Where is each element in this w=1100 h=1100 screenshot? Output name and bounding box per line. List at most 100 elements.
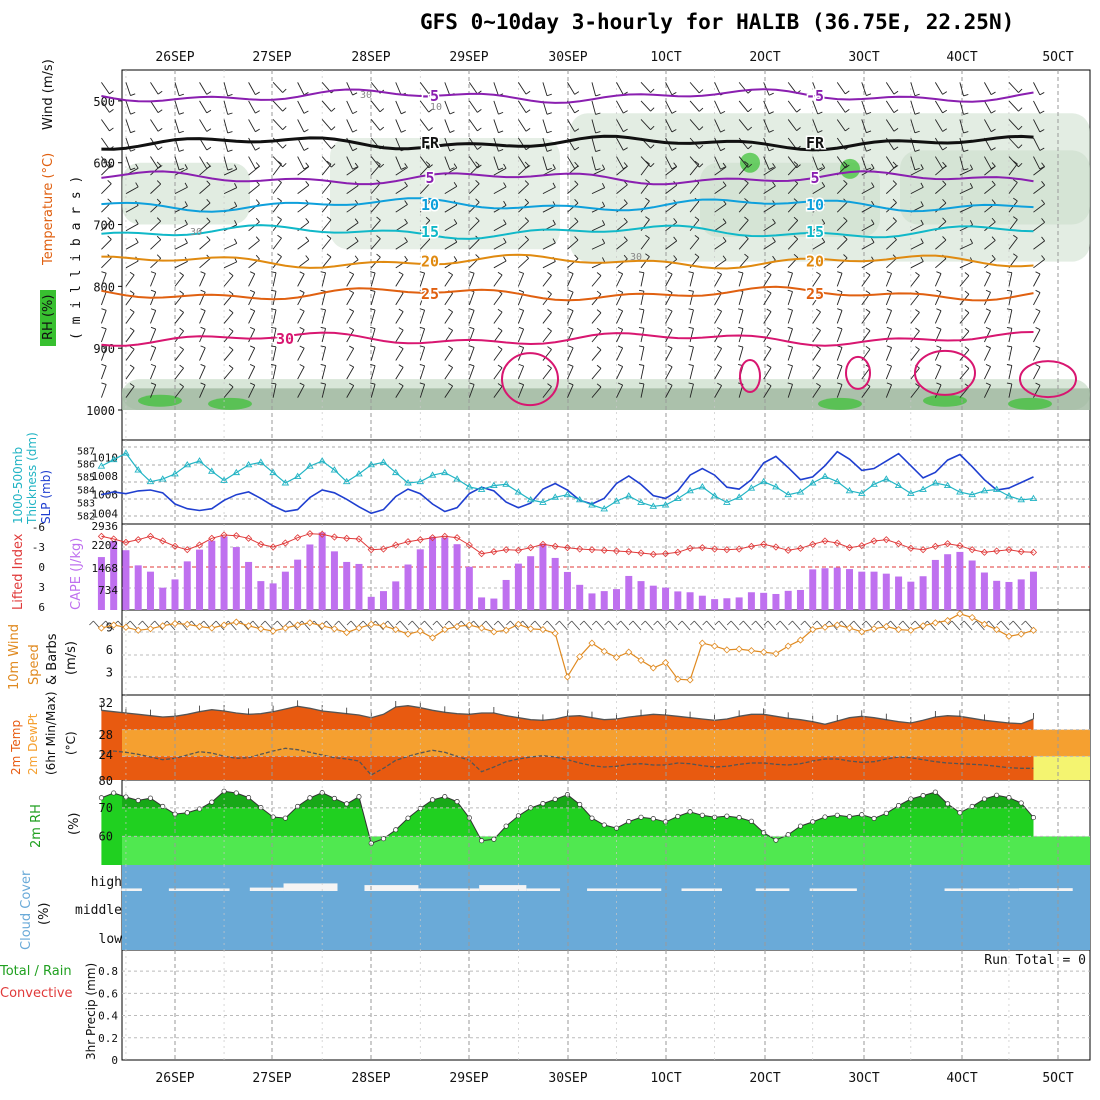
wind-barb-flag [866, 130, 872, 134]
wind-barb-flag [837, 289, 843, 293]
wind-barb-flag [448, 345, 453, 350]
surface-wind-flag [653, 620, 658, 626]
wind-barb [346, 329, 355, 343]
wind-barb [100, 384, 107, 398]
thickness-line [101, 452, 1034, 510]
wind-barb-flag [772, 255, 776, 261]
wind-barb-flag [228, 364, 234, 369]
wind-barb [714, 100, 721, 114]
wind-barb [738, 164, 749, 176]
wind-barb-flag [667, 364, 673, 368]
wind-barb-flag [920, 182, 924, 188]
cape-tick: 2936 [92, 520, 119, 533]
cape-bar [404, 564, 412, 610]
wind-barb-flag [401, 111, 406, 115]
surface-wind-flag [959, 620, 965, 626]
surface-wind-barb [706, 620, 715, 631]
wind-barb [125, 205, 139, 213]
wind-barb-flag [419, 363, 425, 367]
wind-barb-flag [326, 253, 332, 258]
surface-wind-flag [211, 620, 217, 626]
wind-barb-flag [772, 218, 776, 224]
wind-barb-flag [249, 289, 255, 293]
rh-marker [871, 815, 877, 821]
thickness-marker [514, 488, 523, 495]
wind-barb [640, 346, 645, 361]
thick-ylabel-group: 1000-500mb [11, 447, 25, 524]
wind-barb-flag [305, 181, 310, 186]
wind-barb-flag [546, 112, 552, 115]
cape-bar [1017, 579, 1025, 610]
wind-barb [125, 274, 135, 287]
wind-barb-flag [990, 128, 996, 133]
wind-barb [542, 156, 548, 171]
wind-barb [616, 384, 624, 398]
isotherm-label: 25 [421, 285, 439, 303]
wind-barb [959, 205, 973, 213]
rh-marker [233, 790, 239, 796]
wind-barb-flag [623, 254, 628, 260]
rh-tick: 70 [99, 801, 113, 815]
wind-barb [984, 221, 996, 232]
rh-marker [797, 823, 804, 829]
wind-ylabel-group: 10m Wind [7, 624, 22, 690]
wind-barb [468, 119, 478, 132]
wind-barb [272, 119, 283, 131]
li-marker [465, 541, 473, 549]
wind-barb-flag [401, 166, 406, 170]
wind-barb-flag [234, 164, 238, 170]
thick-ylabel-group-2: Thickness (dm) [25, 432, 39, 525]
wind-barb [836, 220, 848, 232]
wind-barb [223, 119, 229, 134]
wind-barb [763, 185, 776, 195]
wind-barb [321, 201, 332, 213]
rh-marker [626, 819, 632, 825]
wind-barb [101, 164, 112, 176]
wind-barb [812, 119, 819, 133]
precip-tick: 0.6 [98, 987, 118, 1000]
wind-barb [419, 328, 426, 343]
wind-barb-flag [843, 235, 848, 240]
wind-barb-flag [449, 148, 455, 152]
wind-barb-flag [766, 364, 772, 368]
wind-speed-marker [416, 627, 424, 635]
wind-barb-flag [574, 254, 579, 259]
wind-barb-flag [936, 345, 942, 349]
wind-barb-flag [150, 326, 156, 330]
wind-barb [935, 239, 947, 250]
wind-barb-flag [107, 198, 112, 203]
wind-barb-flag [376, 161, 381, 165]
wind-ylabel-group: Speed [27, 644, 42, 685]
wind-barb [272, 309, 277, 324]
wind-barb [125, 100, 131, 115]
wind-barb [959, 261, 973, 269]
wind-barb [885, 365, 892, 380]
temp-tick: 32 [99, 696, 113, 710]
wind-barb-flag [768, 92, 774, 96]
wind-barb [101, 156, 110, 169]
wind-barb-flag [1013, 216, 1018, 220]
wind-barb-flag [893, 127, 899, 132]
wind-barb-flag [768, 166, 774, 170]
wind-barb [665, 385, 673, 398]
wind-barb-flag [1013, 197, 1018, 202]
thickness-tick: 583 [77, 498, 95, 509]
li-marker [956, 542, 964, 550]
wind-barb-flag [667, 308, 673, 312]
wind-barb-flag [1035, 308, 1041, 312]
rh-label: 2m RH [29, 804, 44, 848]
wind-barb [321, 219, 332, 232]
rh-marker [969, 803, 975, 809]
thickness-marker [968, 490, 976, 498]
li-marker [588, 546, 596, 554]
wind-speed-marker [257, 625, 265, 633]
wind-barb [812, 385, 821, 398]
thickness-marker [919, 485, 927, 492]
wind-barb [272, 256, 282, 269]
wind-barb-flag [602, 183, 606, 188]
wind-barb-flag [722, 181, 727, 186]
thickness-marker [759, 477, 768, 485]
wind-barb-flag [331, 126, 336, 131]
surface-wind-barb [767, 620, 777, 631]
